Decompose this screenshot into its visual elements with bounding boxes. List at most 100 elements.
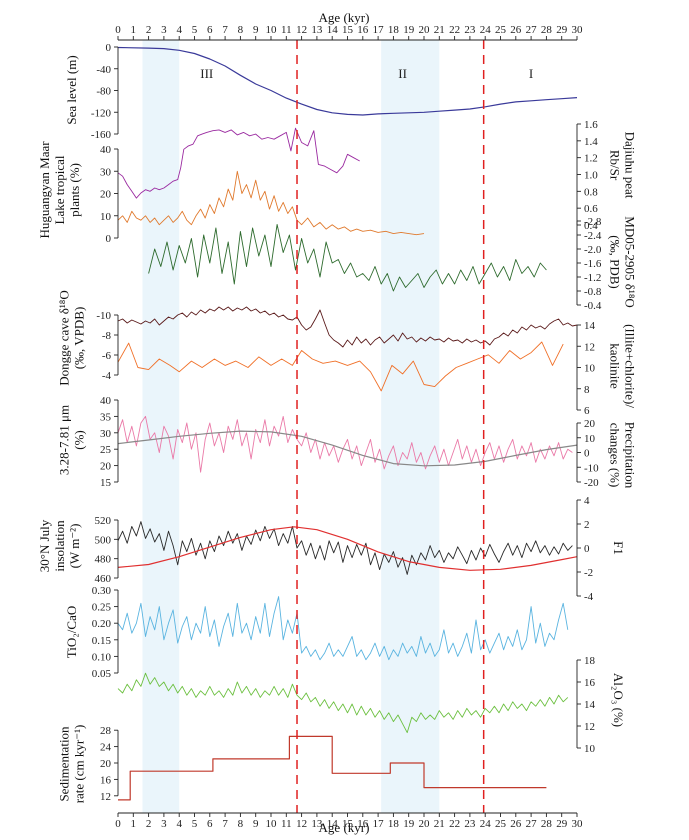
y-tick-label-rbsr-1: 0.6: [584, 203, 598, 215]
y-title-line-precip-0: Precipitation: [623, 422, 638, 489]
series-insolation: [117, 526, 578, 571]
y-tick-label-d18o-md-4: -1.2: [584, 272, 601, 284]
y-tick-label-d18o-md-3: -1.6: [584, 258, 602, 270]
bottom-x-tick-label-28: 28: [541, 818, 553, 830]
series-sedrate: [118, 735, 547, 801]
y-title-line-rbsr-1: Rb/Sr: [608, 150, 623, 181]
bottom-x-tick-label-4: 4: [176, 818, 182, 830]
bottom-x-tick-label-25: 25: [495, 818, 507, 830]
y-tick-label-sea-level-1: -40: [96, 64, 111, 76]
y-title-d18o-md: MD05-2905 δ¹⁸O(‰, PDB): [608, 216, 638, 307]
y-tick-label-al2o3-3: 16: [584, 677, 596, 689]
top-x-tick-label-19: 19: [403, 24, 415, 36]
y-tick-label-kaolinite-3: 12: [584, 341, 595, 353]
bottom-axis-title: Age (kyr): [319, 820, 370, 835]
y-title-tropical: Huguangyan Maar Lake tropical plants (%): [37, 141, 82, 239]
bottom-x-tick-label-7: 7: [222, 818, 228, 830]
top-x-tick-label-25: 25: [495, 24, 507, 36]
y-tick-label-al2o3-4: 18: [584, 655, 596, 667]
background-layer: III II I: [142, 40, 533, 813]
y-title-line-kaolinite-1: kaolinite: [608, 343, 623, 389]
top-x-tick-label-30: 30: [572, 24, 584, 36]
y-tick-label-rbsr-6: 1.6: [584, 119, 598, 131]
y-tick-label-dongge-1: -8: [102, 330, 112, 342]
y-tick-label-grain-1: 20: [100, 461, 112, 473]
y-title-line-precip-1: changes (%): [608, 423, 623, 488]
series-rbsr: [117, 127, 360, 199]
y-title-line-f1-0: F1: [611, 541, 626, 555]
zone-label-ii: II: [398, 66, 407, 81]
y-tick-label-f1-3: 2: [584, 519, 590, 531]
y-tick-label-tio2-1: 0.10: [92, 651, 112, 663]
y-tick-label-kaolinite-2: 10: [584, 363, 596, 375]
bottom-x-tick-label-11: 11: [281, 818, 292, 830]
bottom-x-tick-label-8: 8: [238, 818, 244, 830]
y-tick-label-al2o3-1: 12: [584, 721, 595, 733]
top-x-tick-label-11: 11: [281, 24, 292, 36]
series-tio2: [117, 596, 569, 661]
y-title-grain: 3.28-7.81 μm (%): [57, 405, 87, 475]
y-tick-label-precip-4: 20: [584, 418, 596, 430]
bottom-x-tick-label-19: 19: [403, 818, 415, 830]
y-title-al2o3: Al₂O₃ (%): [611, 673, 626, 727]
top-x-tick-label-5: 5: [192, 24, 198, 36]
top-x-tick-label-12: 12: [296, 24, 307, 36]
bottom-x-tick-label-30: 30: [572, 818, 584, 830]
y-tick-label-sea-level-2: -80: [96, 86, 111, 98]
y-tick-label-sea-level-3: -120: [91, 107, 112, 119]
bottom-x-tick-label-27: 27: [526, 818, 538, 830]
series-sea-level: [117, 46, 578, 116]
y-title-sedrate: Sedimentation rate (cm kyr⁻¹): [57, 725, 87, 804]
series-precip: [117, 430, 578, 467]
y-tick-label-tio2-4: 0.25: [92, 602, 112, 614]
y-tick-label-dongge-2: -6: [102, 350, 112, 362]
series-f1: [117, 521, 573, 575]
y-tick-label-rbsr-3: 1.0: [584, 170, 598, 182]
y-title-dongge: Dongge cave δ¹⁸O (‰, VPDB): [57, 290, 87, 385]
y-tick-label-rbsr-4: 1.2: [584, 153, 598, 165]
y-tick-label-f1-1: -2: [584, 567, 593, 579]
top-x-tick-label-24: 24: [480, 24, 492, 36]
top-x-tick-label-23: 23: [464, 24, 476, 36]
y-tick-label-tropical-4: 40: [100, 144, 112, 156]
y-tick-label-insolation-0: 460: [95, 573, 112, 585]
y-tick-label-grain-5: 40: [100, 395, 112, 407]
y-title-line-d18o-md-1: (‰, PDB): [608, 235, 623, 288]
y-tick-label-sedrate-4: 28: [100, 725, 112, 737]
y-title-line-insolation-1: insolation: [52, 520, 67, 572]
series-layer: [117, 46, 578, 801]
bottom-x-tick-label-21: 21: [434, 818, 445, 830]
zone-label-i: I: [529, 66, 533, 81]
top-x-tick-label-21: 21: [434, 24, 445, 36]
y-tick-label-rbsr-5: 1.4: [584, 136, 598, 148]
y-tick-label-grain-0: 15: [100, 477, 112, 489]
y-title-line-tropical-0: Huguangyan Maar: [37, 141, 52, 239]
y-tick-label-rbsr-2: 0.8: [584, 186, 598, 198]
top-x-tick-label-7: 7: [222, 24, 228, 36]
top-x-tick-label-26: 26: [510, 24, 522, 36]
y-title-insolation: 30°N July insolation (W m⁻²): [37, 519, 82, 572]
bottom-x-tick-label-17: 17: [373, 818, 385, 830]
y-tick-label-d18o-md-6: -0.4: [584, 300, 602, 312]
y-tick-label-al2o3-0: 10: [584, 743, 596, 755]
bottom-x-tick-label-0: 0: [115, 818, 121, 830]
y-title-line-insolation-0: 30°N July: [37, 519, 52, 572]
y-tick-label-insolation-2: 500: [95, 534, 112, 546]
top-x-tick-label-28: 28: [541, 24, 553, 36]
y-tick-label-grain-2: 25: [100, 444, 112, 456]
bottom-x-tick-label-15: 15: [342, 818, 354, 830]
top-x-tick-label-0: 0: [115, 24, 121, 36]
top-x-tick-label-13: 13: [311, 24, 323, 36]
y-tick-label-kaolinite-4: 14: [584, 320, 596, 332]
y-title-line-sedrate-0: Sedimentation: [57, 726, 72, 802]
y-tick-label-tropical-1: 10: [100, 211, 112, 223]
series-kaolinite: [117, 341, 564, 392]
y-tick-label-dongge-0: -10: [96, 310, 111, 322]
top-x-tick-label-17: 17: [373, 24, 385, 36]
y-tick-label-tio2-2: 0.15: [92, 635, 112, 647]
top-x-tick-label-2: 2: [146, 24, 152, 36]
bottom-x-tick-label-23: 23: [464, 818, 476, 830]
y-tick-label-rbsr-0: 0.4: [584, 220, 598, 232]
shaded-zone-1: [142, 40, 180, 813]
